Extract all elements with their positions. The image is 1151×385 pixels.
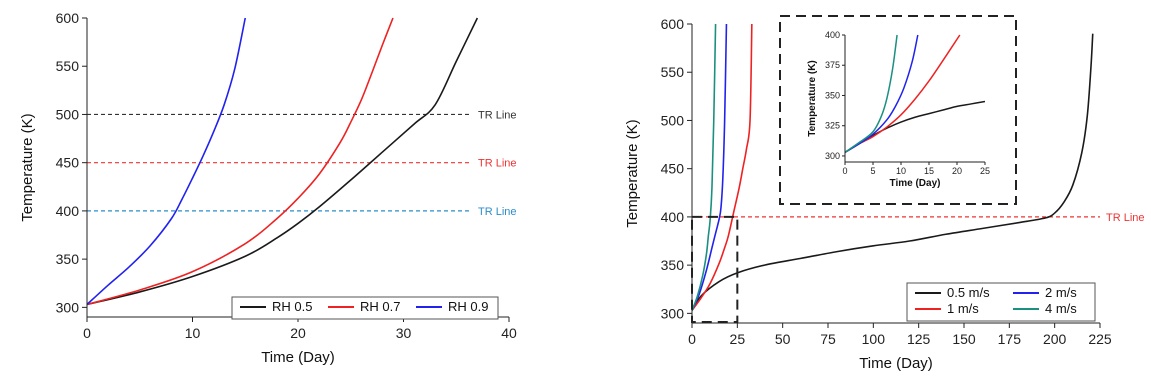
y-axis-title: Temperature (K) — [19, 113, 36, 221]
y-tick-label-1: 350 — [56, 251, 80, 267]
x-tick-label-5: 125 — [907, 331, 931, 347]
x-tick-label-4: 20 — [952, 166, 962, 176]
inset-frame — [779, 15, 1017, 205]
legend-label-2: RH 0.9 — [448, 299, 488, 314]
x-tick-label-4: 40 — [501, 325, 517, 341]
x-axis-title: Time (Day) — [261, 349, 335, 366]
y-tick-label-3: 450 — [56, 155, 80, 171]
x-tick-label-9: 225 — [1088, 331, 1112, 347]
y-axis-title: Temperature (K) — [624, 119, 641, 227]
y-tick-label-4: 500 — [56, 106, 80, 122]
series-line-2 — [845, 34, 919, 153]
panel-left: TR Line TR Line TR Line 0 10 20 30 40 300 350 400 4… — [19, 10, 517, 366]
legend-label-0: RH 0.5 — [272, 299, 312, 314]
legend-left: RH 0.5 RH 0.7 RH 0.9 — [231, 296, 499, 320]
x-axis-title: Time (Day) — [890, 178, 941, 189]
legend-label-1: RH 0.7 — [360, 299, 400, 314]
x-tick-label-7: 175 — [998, 331, 1022, 347]
x-tick-label-2: 20 — [290, 325, 306, 341]
series-line-2 — [87, 17, 247, 306]
legend-right: 0.5 m/s1 m/s 2 m/s4 m/s — [906, 282, 1096, 322]
panel-inset: 0 5 10 15 20 25 300 325 350 375 400 Time (Day) Tempe… — [807, 30, 990, 189]
legend-label-1: 1 m/s — [947, 301, 979, 316]
y-tick-label-6: 600 — [56, 10, 80, 26]
x-axis-title: Time (Day) — [859, 355, 933, 372]
series-line-3 — [692, 23, 717, 311]
tr-line-label-2: TR Line — [478, 206, 517, 218]
x-tick-label-1: 5 — [870, 166, 875, 176]
y-tick-label-3: 450 — [661, 161, 685, 177]
y-tick-label-3: 375 — [825, 60, 840, 70]
y-tick-label-2: 350 — [825, 90, 840, 100]
series-line-1 — [87, 17, 394, 306]
y-tick-label-0: 300 — [825, 151, 840, 161]
series-group — [845, 34, 985, 153]
x-tick-label-3: 30 — [396, 325, 412, 341]
x-tick-label-4: 100 — [862, 331, 886, 347]
x-tick-label-2: 10 — [896, 166, 906, 176]
legend-label-2: 2 m/s — [1045, 285, 1077, 300]
y-tick-label-5: 550 — [56, 58, 80, 74]
y-tick-label-4: 500 — [661, 112, 685, 128]
tr-line-label-0: TR Line — [1106, 212, 1145, 224]
zoom-box — [691, 215, 739, 323]
tr-line-label-0: TR Line — [478, 109, 517, 121]
legend-box — [906, 282, 1096, 322]
x-tick-label-1: 10 — [185, 325, 201, 341]
y-tick-label-1: 350 — [661, 257, 685, 273]
y-tick-label-0: 300 — [56, 299, 80, 315]
series-line-1 — [692, 23, 753, 311]
y-tick-label-2: 400 — [56, 203, 80, 219]
x-tick-label-0: 0 — [842, 166, 847, 176]
series-group — [87, 17, 479, 306]
legend-label-3: 4 m/s — [1045, 301, 1077, 316]
x-tick-label-2: 50 — [775, 331, 791, 347]
y-axis-title: Temperature (K) — [807, 60, 818, 137]
x-tick-label-5: 25 — [980, 166, 990, 176]
x-tick-label-8: 200 — [1043, 331, 1067, 347]
y-tick-label-2: 400 — [661, 209, 685, 225]
y-tick-label-5: 550 — [661, 64, 685, 80]
y-tick-label-6: 600 — [661, 16, 685, 32]
series-line-2 — [692, 23, 728, 311]
y-tick-label-1: 325 — [825, 121, 840, 131]
x-tick-label-1: 25 — [730, 331, 746, 347]
y-tick-label-4: 400 — [825, 30, 840, 40]
x-tick-label-0: 0 — [83, 325, 91, 341]
x-tick-label-3: 75 — [820, 331, 836, 347]
legend-label-0: 0.5 m/s — [947, 285, 990, 300]
x-tick-label-0: 0 — [688, 331, 696, 347]
series-line-0 — [87, 17, 479, 306]
x-tick-label-3: 15 — [924, 166, 934, 176]
series-line-3 — [845, 34, 898, 153]
tr-line-label-1: TR Line — [478, 158, 517, 170]
series-line-0 — [692, 33, 1094, 311]
series-group — [692, 23, 1094, 311]
x-tick-label-6: 150 — [952, 331, 976, 347]
y-tick-label-0: 300 — [661, 305, 685, 321]
legend-box — [231, 296, 499, 320]
